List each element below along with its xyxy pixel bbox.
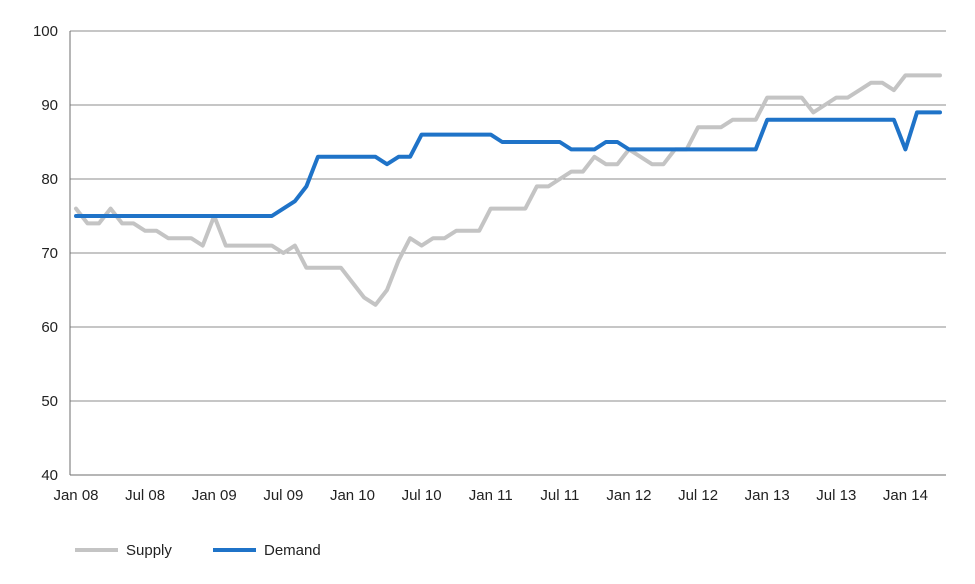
- x-tick-label: Jan 13: [745, 487, 790, 504]
- y-tick-label: 80: [41, 171, 58, 188]
- x-tick-label: Jan 14: [883, 487, 928, 504]
- x-tick-label: Jan 08: [53, 487, 98, 504]
- x-tick-label: Jul 12: [678, 487, 718, 504]
- legend: Supply Demand: [75, 542, 321, 559]
- series-lines: [74, 73, 942, 307]
- y-tick-label: 60: [41, 319, 58, 336]
- x-tick-label: Jul 11: [540, 487, 579, 504]
- x-tick-label: Jan 09: [192, 487, 237, 504]
- x-tick-label: Jan 10: [330, 487, 375, 504]
- gridlines: [70, 30, 946, 402]
- x-tick-label: Jul 10: [402, 487, 442, 504]
- y-tick-label: 50: [41, 393, 58, 410]
- y-axis-tick-labels: 40 50 60 70 80 90 100: [33, 23, 58, 484]
- axes: [69, 31, 946, 476]
- y-tick-label: 70: [41, 245, 58, 262]
- y-tick-label: 40: [41, 467, 58, 484]
- x-axis-tick-labels: Jan 08 Jul 08 Jan 09 Jul 09 Jan 10 Jul 10 Jan …: [53, 487, 927, 504]
- series-line-supply: [74, 73, 942, 307]
- series-line-demand: [74, 110, 942, 218]
- legend-label-demand: Demand: [264, 542, 321, 559]
- y-tick-label: 100: [33, 23, 58, 40]
- y-tick-label: 90: [41, 97, 58, 114]
- x-tick-label: Jan 11: [469, 487, 513, 504]
- x-tick-label: Jan 12: [606, 487, 651, 504]
- x-tick-label: Jul 13: [816, 487, 856, 504]
- x-tick-label: Jul 08: [125, 487, 165, 504]
- legend-label-supply: Supply: [126, 542, 172, 559]
- x-tick-label: Jul 09: [263, 487, 303, 504]
